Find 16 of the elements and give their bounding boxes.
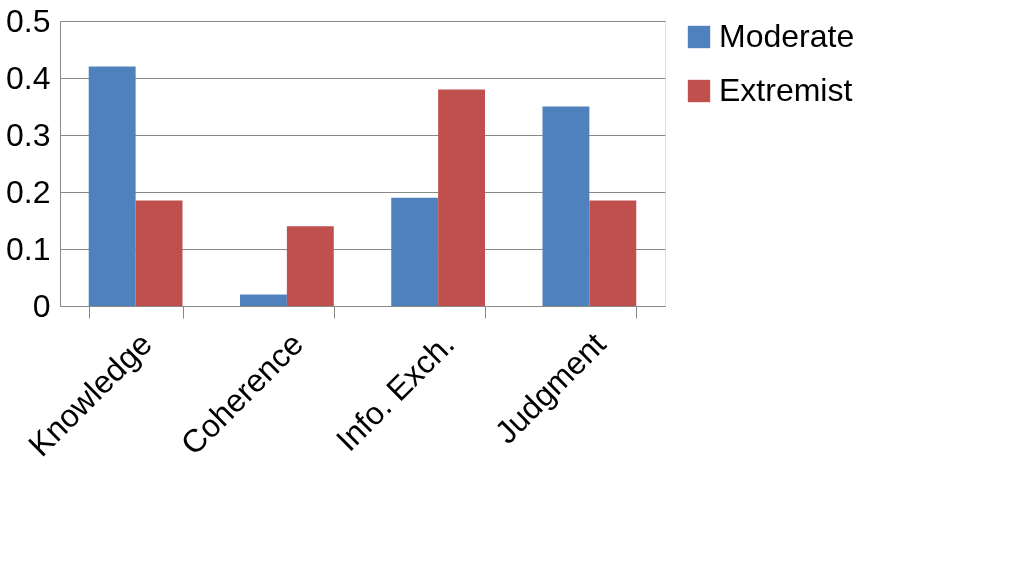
y-tick-label: 0.4 [6, 59, 51, 96]
bar [88, 66, 136, 306]
bar [589, 200, 637, 306]
legend-label: Moderate [719, 18, 855, 54]
y-tick-label: 0.3 [6, 116, 51, 153]
legend-label: Extremist [719, 72, 853, 108]
y-tick-label: 0 [32, 287, 51, 324]
y-tick-label: 0.5 [6, 2, 51, 39]
bar [542, 106, 590, 306]
bar [391, 197, 439, 306]
bar [438, 89, 486, 306]
y-tick-label: 0.2 [6, 173, 51, 210]
y-tick-label: 0.1 [6, 230, 51, 267]
bar [286, 226, 334, 306]
bar [239, 294, 287, 306]
bar [135, 200, 183, 306]
